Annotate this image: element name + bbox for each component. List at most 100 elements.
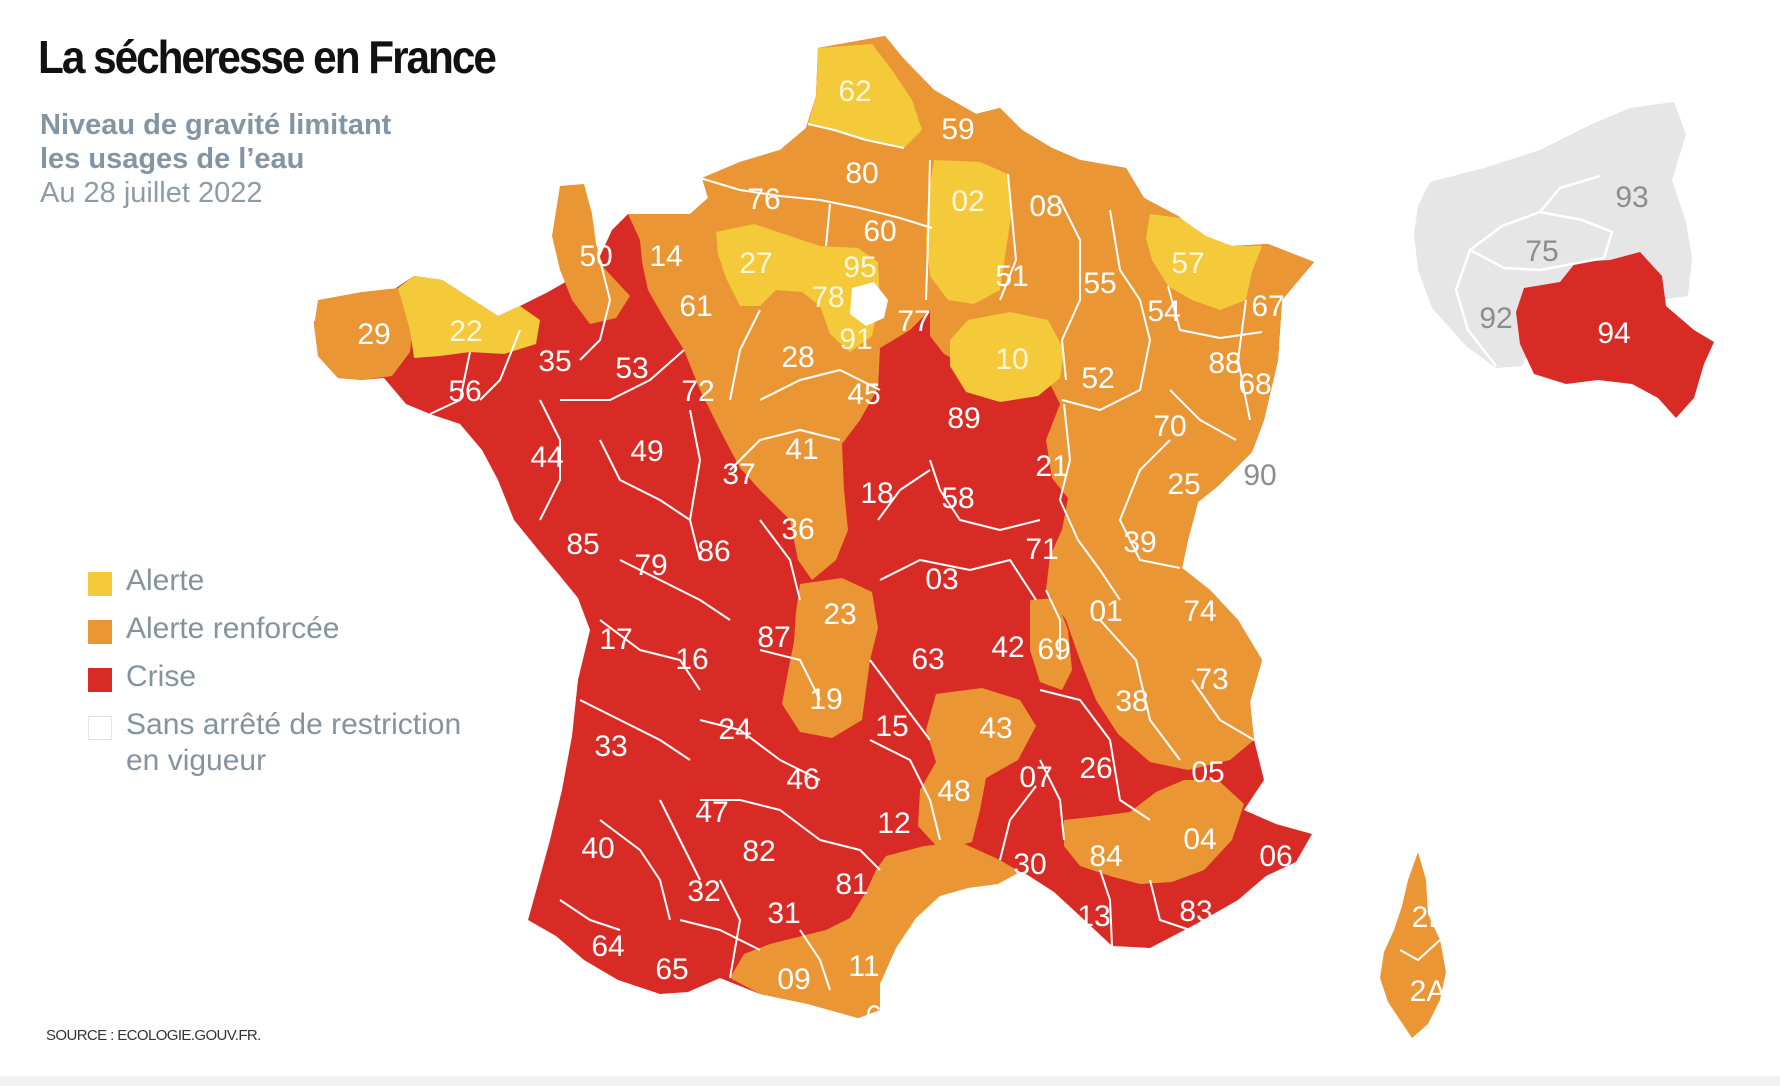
legend-swatch-crise xyxy=(88,668,112,692)
inset-val-de-marne xyxy=(1516,252,1714,418)
dept-label-16: 16 xyxy=(675,643,708,676)
dept-label-71: 71 xyxy=(1025,533,1058,566)
dept-label-83: 83 xyxy=(1179,895,1212,928)
dept-label-93: 93 xyxy=(1615,181,1648,214)
dept-label-74: 74 xyxy=(1183,595,1216,628)
dept-label-25: 25 xyxy=(1167,468,1200,501)
zone-petite-couronne xyxy=(850,282,888,326)
dept-label-17: 17 xyxy=(599,623,632,656)
zone-alerte-renforcee-haute-loire-lozere xyxy=(918,688,1036,850)
dept-label-30: 30 xyxy=(1013,848,1046,881)
zone-alerte-renforcee-provence xyxy=(1064,780,1244,884)
dept-label-47: 47 xyxy=(695,796,728,829)
inset-border-93 xyxy=(1539,174,1601,213)
dept-label-91: 91 xyxy=(839,323,872,356)
dept-label-05: 05 xyxy=(1191,756,1224,789)
dept-label-84: 84 xyxy=(1089,840,1122,873)
department-labels: 62 59 80 76 02 08 60 50 14 27 95 57 55 51 67 78 29 22 61 54… xyxy=(357,75,1448,1033)
dept-label-49: 49 xyxy=(630,435,663,468)
zone-alerte-renforcee-languedoc xyxy=(730,842,1020,1018)
legend-label-alerte-renforcee: Alerte renforcée xyxy=(126,612,340,645)
dept-label-56: 56 xyxy=(448,375,481,408)
source-note: SOURCE : ECOLOGIE.GOUV.FR. xyxy=(46,1027,261,1044)
zone-alerte-renforcee-creuse-correze xyxy=(782,578,878,738)
dept-label-09: 09 xyxy=(777,963,810,996)
dept-label-80: 80 xyxy=(845,157,878,190)
dept-label-04: 04 xyxy=(1183,823,1216,856)
zone-alerte-renforcee-manche xyxy=(552,184,630,324)
dept-label-85: 85 xyxy=(566,528,599,561)
dept-label-86: 86 xyxy=(697,535,730,568)
dept-label-90: 90 xyxy=(1243,459,1276,492)
legend-label-crise: Crise xyxy=(126,660,197,693)
dept-label-61: 61 xyxy=(679,290,712,323)
dept-label-46: 46 xyxy=(786,763,819,796)
dept-label-18: 18 xyxy=(860,477,893,510)
dept-label-41: 41 xyxy=(785,433,818,466)
dept-label-42: 42 xyxy=(991,631,1024,664)
legend-label-sans-arrete: Sans arrêté de restriction en vigueur xyxy=(126,708,462,777)
dept-label-07: 07 xyxy=(1019,761,1052,794)
dept-label-76: 76 xyxy=(747,183,780,216)
dept-label-08: 08 xyxy=(1029,190,1062,223)
dept-label-24: 24 xyxy=(718,713,751,746)
dept-label-87: 87 xyxy=(757,621,790,654)
zone-alerte-renforcee-finistere xyxy=(314,288,414,380)
dept-label-53: 53 xyxy=(615,352,648,385)
dept-label-66: 66 xyxy=(865,1000,898,1033)
zone-alerte-pas-de-calais xyxy=(808,44,922,148)
dept-label-02: 02 xyxy=(951,185,984,218)
zone-alerte-moselle xyxy=(1146,214,1262,310)
map-title: La sécheresse en France xyxy=(38,31,497,83)
dept-label-19: 19 xyxy=(809,683,842,716)
dept-label-01: 01 xyxy=(1089,595,1122,628)
dept-label-50: 50 xyxy=(579,240,612,273)
dept-label-70: 70 xyxy=(1153,410,1186,443)
map-subtitle: Niveau de gravité limitant les usages de… xyxy=(40,108,391,176)
corsica xyxy=(1380,852,1446,1038)
dept-label-79: 79 xyxy=(634,549,667,582)
dept-label-44: 44 xyxy=(530,441,563,474)
zone-alerte-cotes-armor xyxy=(398,276,540,358)
subtitle-line-2: les usages de l’eau xyxy=(40,143,305,175)
dept-label-89: 89 xyxy=(947,402,980,435)
dept-label-03: 03 xyxy=(925,563,958,596)
inset-labels: 93 75 92 94 xyxy=(1479,181,1648,350)
dept-label-69: 69 xyxy=(1037,633,1070,666)
inset-paris-region xyxy=(1414,102,1692,368)
zone-alerte-eure-idf xyxy=(716,224,880,352)
dept-label-12: 12 xyxy=(877,807,910,840)
dept-label-68: 68 xyxy=(1238,368,1271,401)
dept-label-73: 73 xyxy=(1195,663,1228,696)
dept-label-52: 52 xyxy=(1081,362,1114,395)
dept-label-37: 37 xyxy=(722,458,755,491)
dept-label-57: 57 xyxy=(1171,247,1204,280)
dept-label-40: 40 xyxy=(581,832,614,865)
dept-label-58: 58 xyxy=(941,482,974,515)
dept-label-51: 51 xyxy=(995,260,1028,293)
zone-alerte-renforcee-nord xyxy=(628,36,1314,770)
dept-label-13: 13 xyxy=(1077,900,1110,933)
zone-alerte-aisne xyxy=(926,160,1012,304)
dept-label-43: 43 xyxy=(979,712,1012,745)
dept-label-72: 72 xyxy=(681,375,714,408)
dept-label-2A: 2A xyxy=(1410,975,1447,1008)
dept-label-33: 33 xyxy=(594,730,627,763)
zone-alerte-aube xyxy=(950,312,1064,402)
dept-label-39: 39 xyxy=(1123,526,1156,559)
dept-label-36: 36 xyxy=(781,513,814,546)
dept-label-14: 14 xyxy=(649,240,682,273)
dept-label-95: 95 xyxy=(843,251,876,284)
dept-label-15: 15 xyxy=(875,710,908,743)
dept-label-88: 88 xyxy=(1208,347,1241,380)
dept-label-92: 92 xyxy=(1479,302,1512,335)
dept-label-81: 81 xyxy=(835,868,868,901)
dept-label-06: 06 xyxy=(1259,840,1292,873)
dept-label-48: 48 xyxy=(937,775,970,808)
dept-label-2B: 2B xyxy=(1412,901,1449,934)
dept-label-94: 94 xyxy=(1597,317,1630,350)
dept-label-32: 32 xyxy=(687,875,720,908)
dept-label-21: 21 xyxy=(1035,450,1068,483)
